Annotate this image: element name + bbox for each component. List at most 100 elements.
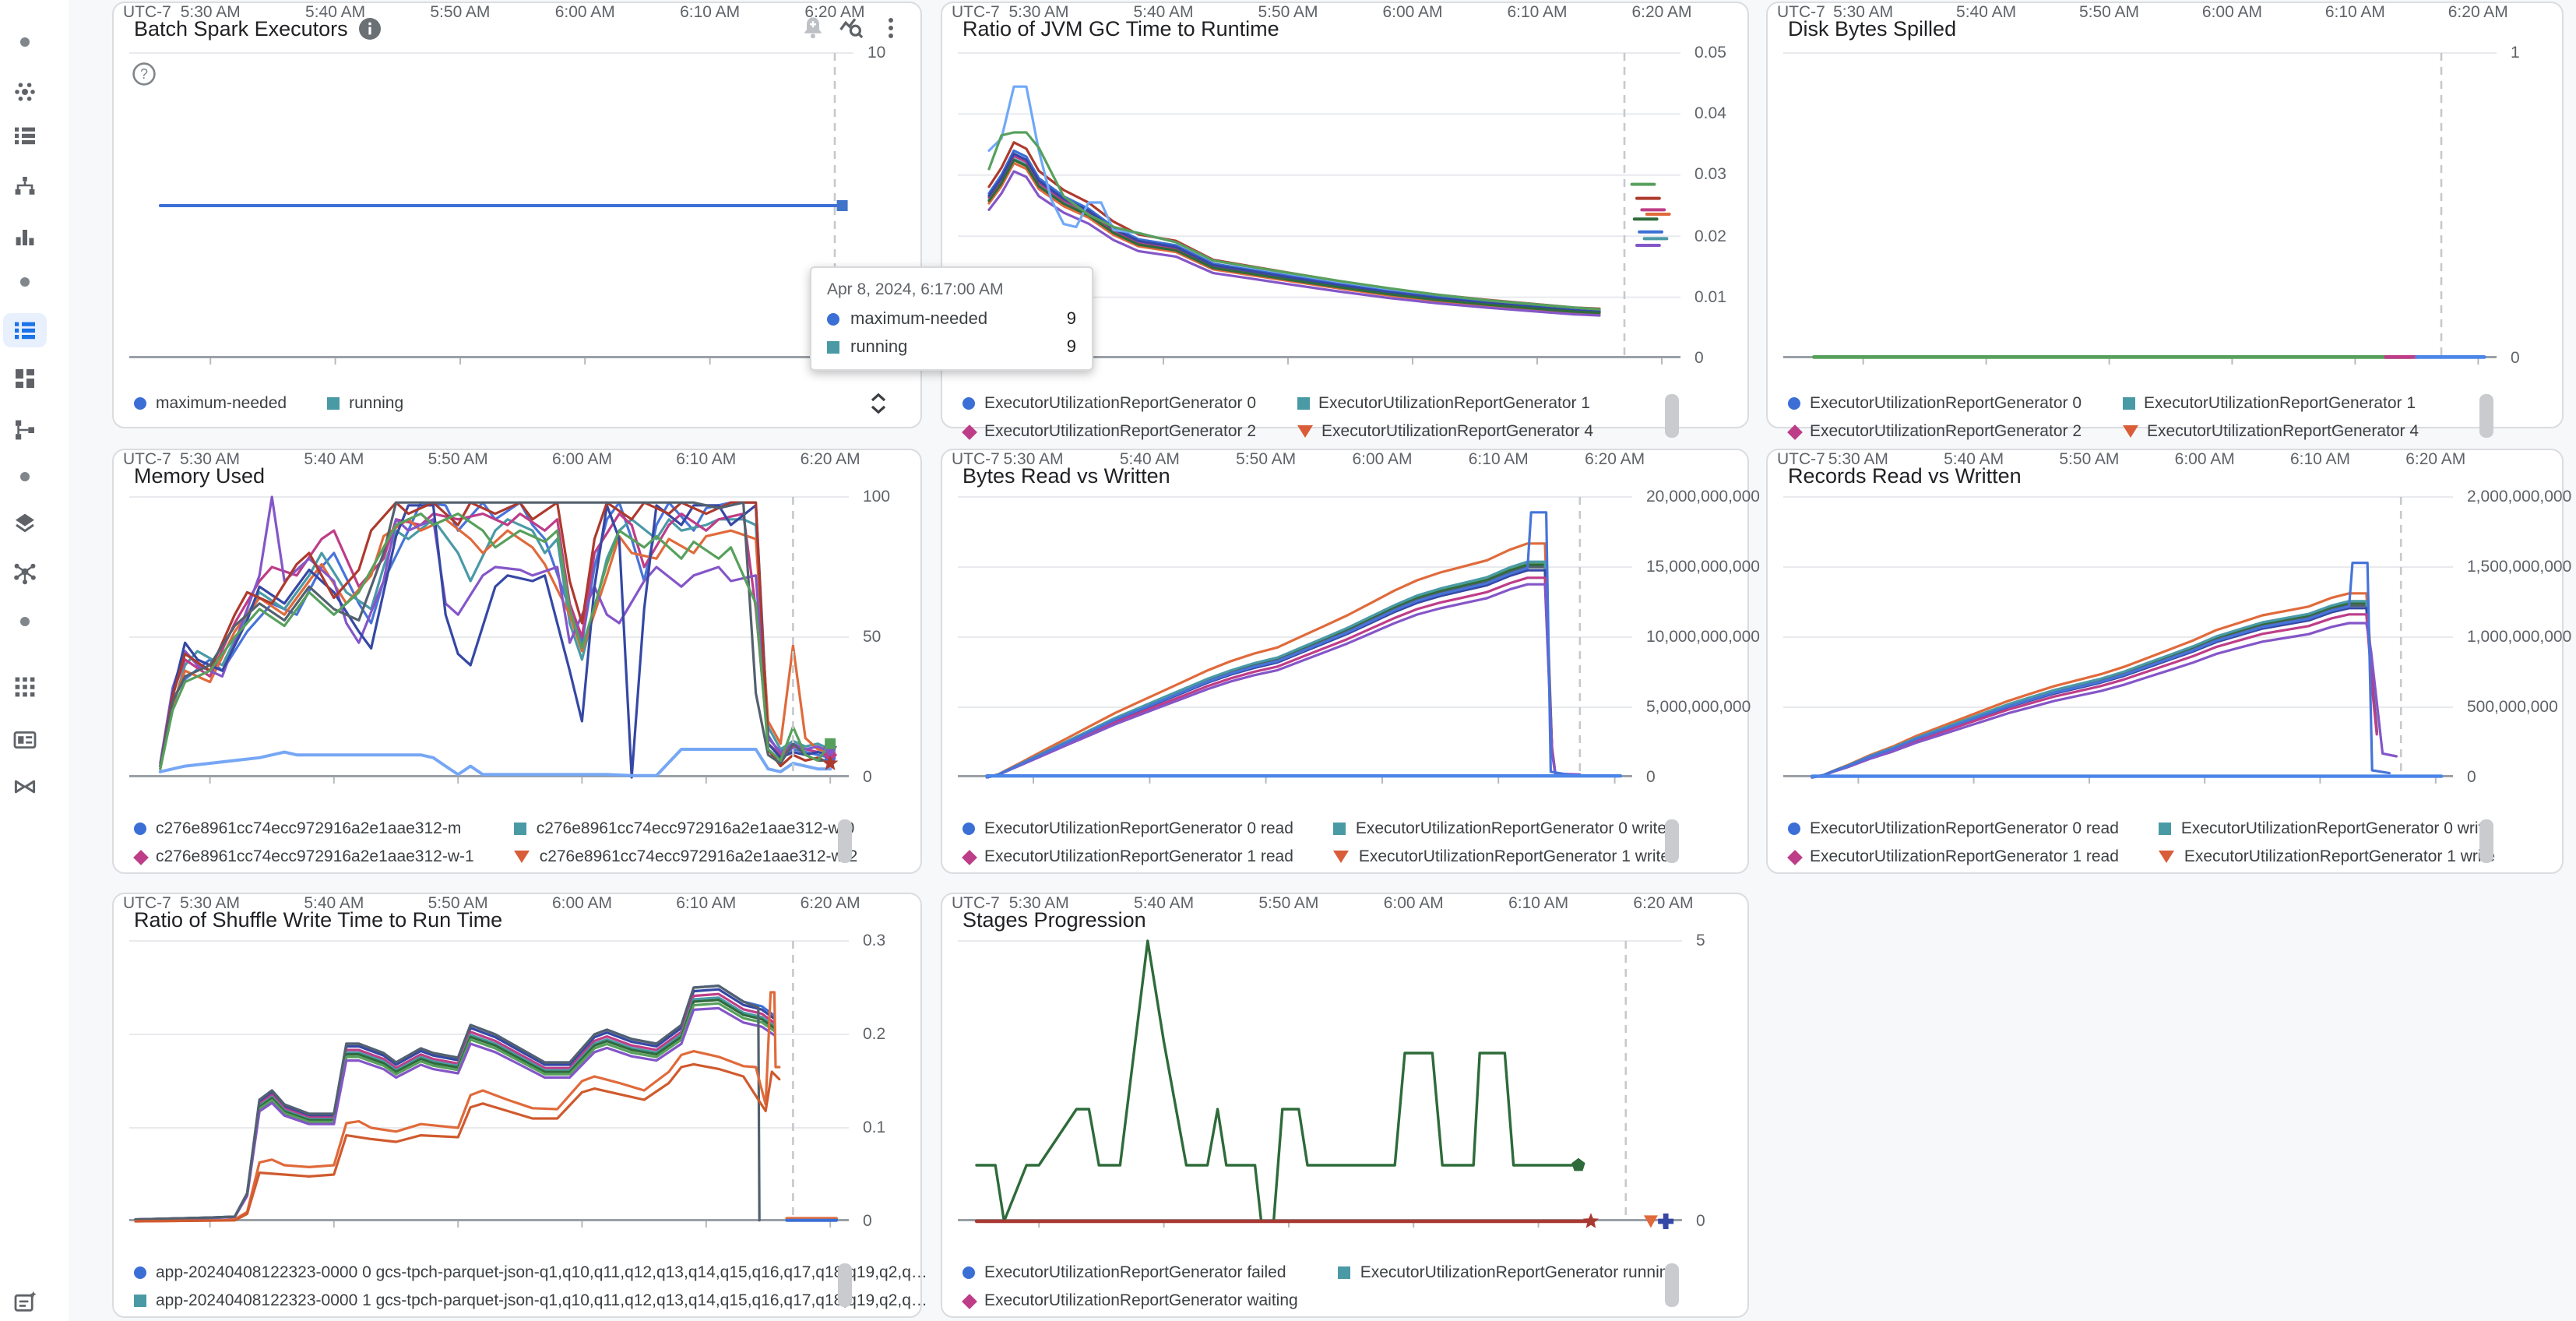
legend-item[interactable]: ExecutorUtilizationReportGenerator 4 xyxy=(1297,422,1593,441)
legend-item[interactable]: ExecutorUtilizationReportGenerator 1 xyxy=(2122,394,2419,413)
x-axis-label: 6:10 AM xyxy=(680,3,741,22)
legend-label: app-20240408122323-0000 1 gcs-tpch-parqu… xyxy=(156,1291,927,1310)
legend-item[interactable]: c276e8961cc74ecc972916a2e1aae312-w-2 xyxy=(514,847,857,866)
legend-item[interactable]: ExecutorUtilizationReportGenerator 0 xyxy=(1788,394,2082,413)
legend-item[interactable]: c276e8961cc74ecc972916a2e1aae312-w-0 xyxy=(514,819,858,838)
nav-dot-icon[interactable] xyxy=(20,472,30,481)
legend-item[interactable]: running xyxy=(327,394,403,413)
chart-plot-area[interactable] xyxy=(129,495,849,784)
legend-item[interactable]: ExecutorUtilizationReportGenerator 0 wri… xyxy=(2159,819,2495,838)
list-icon[interactable] xyxy=(12,123,37,148)
series-swatch xyxy=(133,849,149,865)
x-axis-label: 6:00 AM xyxy=(554,3,615,22)
add-alert-icon[interactable] xyxy=(799,14,827,42)
info-icon[interactable] xyxy=(359,16,382,40)
x-axis-label: 5:50 AM xyxy=(428,894,488,913)
explore-metrics-icon[interactable] xyxy=(838,14,866,42)
legend-item[interactable]: ExecutorUtilizationReportGenerator 0 rea… xyxy=(1788,819,2119,838)
x-axis-label: 5:50 AM xyxy=(2059,450,2120,469)
panel-title: Bytes Read vs Written xyxy=(962,463,1170,487)
legend-item[interactable]: c276e8961cc74ecc972916a2e1aae312-w-1 xyxy=(133,847,474,866)
layers-icon[interactable] xyxy=(12,511,37,536)
legend-scrollbar[interactable] xyxy=(2479,819,2493,863)
x-axis-label: 6:10 AM xyxy=(2324,3,2385,22)
nav-dot-icon[interactable] xyxy=(20,617,30,626)
legend-item[interactable]: ExecutorUtilizationReportGenerator 2 xyxy=(962,422,1256,441)
y-axis-label: 0.04 xyxy=(1694,104,1726,124)
bar-chart-icon[interactable] xyxy=(12,224,37,249)
legend-scrollbar[interactable] xyxy=(838,819,852,863)
more-vert-icon[interactable] xyxy=(877,14,905,42)
legend-scrollbar[interactable] xyxy=(1665,394,1679,438)
x-axis-label: 6:00 AM xyxy=(1352,450,1413,469)
legend-item[interactable]: app-20240408122323-0000 1 gcs-tpch-parqu… xyxy=(134,1291,927,1310)
series-swatch xyxy=(962,849,977,865)
cluster-icon[interactable] xyxy=(12,79,37,104)
y-axis-label: 10,000,000,000 xyxy=(1646,628,1760,646)
tree-icon[interactable] xyxy=(12,174,37,199)
schema-icon[interactable] xyxy=(12,417,37,442)
legend-scrollbar[interactable] xyxy=(1665,1263,1679,1307)
chart-plot-area[interactable] xyxy=(958,939,1682,1229)
compose-note-icon[interactable] xyxy=(12,1290,37,1315)
legend-label: c276e8961cc74ecc972916a2e1aae312-m xyxy=(156,819,462,838)
sidebar-item-monitoring-selected[interactable] xyxy=(3,313,47,347)
bookmark-bowtie-icon[interactable] xyxy=(12,774,37,799)
timezone-label: UTC-7 xyxy=(123,450,171,469)
dashboard-blocks-icon[interactable] xyxy=(12,366,37,391)
legend-item[interactable]: ExecutorUtilizationReportGenerator runni… xyxy=(1338,1263,1677,1282)
y-axis-label: 5 xyxy=(1696,932,1705,950)
series-swatch xyxy=(514,851,530,863)
y-axis-label: 1,000,000,000 xyxy=(2467,628,2572,646)
chart-plot-area[interactable] xyxy=(1783,496,2453,784)
chart-plot-area[interactable] xyxy=(129,52,853,365)
expand-chevron-icon[interactable] xyxy=(867,389,889,417)
apps-grid-icon[interactable] xyxy=(12,675,37,699)
legend-item[interactable]: ExecutorUtilizationReportGenerator 0 rea… xyxy=(962,819,1293,838)
nav-dot-icon[interactable] xyxy=(20,37,30,47)
legend-scrollbar[interactable] xyxy=(838,1263,852,1307)
card-icon[interactable] xyxy=(12,727,37,752)
series-swatch xyxy=(827,313,839,326)
x-axis-label: 5:50 AM xyxy=(428,450,488,469)
chart-plot-area[interactable] xyxy=(958,496,1632,784)
legend-item[interactable]: ExecutorUtilizationReportGenerator waiti… xyxy=(962,1291,1298,1310)
y-axis-label: 0.02 xyxy=(1694,227,1726,246)
legend-item[interactable]: ExecutorUtilizationReportGenerator 1 wri… xyxy=(2159,847,2495,866)
hub-icon[interactable] xyxy=(12,561,37,586)
tooltip-series-value: 9 xyxy=(1066,338,1076,357)
chart-legend: maximum-needed running xyxy=(134,394,836,413)
legend-scrollbar[interactable] xyxy=(2479,394,2493,438)
x-axis-label: 6:00 AM xyxy=(1382,3,1443,22)
legend-item[interactable]: ExecutorUtilizationReportGenerator 1 rea… xyxy=(962,847,1293,866)
legend-item[interactable]: ExecutorUtilizationReportGenerator 1 rea… xyxy=(1787,847,2119,866)
legend-item[interactable]: app-20240408122323-0000 0 gcs-tpch-parqu… xyxy=(134,1263,927,1282)
legend-item[interactable]: c276e8961cc74ecc972916a2e1aae312-m xyxy=(134,819,474,838)
chart-legend: app-20240408122323-0000 0 gcs-tpch-parqu… xyxy=(134,1263,927,1310)
timezone-label: UTC-7 xyxy=(952,450,1000,469)
x-axis-label: 5:50 AM xyxy=(430,3,491,22)
nav-dot-icon[interactable] xyxy=(20,277,30,287)
help-icon[interactable]: ? xyxy=(132,62,156,86)
y-axis-label: 500,000,000 xyxy=(2467,698,2558,717)
chart-legend: ExecutorUtilizationReportGenerator 0 rea… xyxy=(962,819,1670,866)
legend-item[interactable]: ExecutorUtilizationReportGenerator faile… xyxy=(962,1263,1298,1282)
legend-item[interactable]: ExecutorUtilizationReportGenerator 0 wri… xyxy=(1333,819,1670,838)
y-axis-label: 20,000,000,000 xyxy=(1646,488,1760,506)
legend-scrollbar[interactable] xyxy=(1665,819,1679,863)
x-axis-label: 5:40 AM xyxy=(1134,894,1195,913)
x-axis-label: 6:00 AM xyxy=(551,894,612,913)
tooltip-series-label: maximum-needed xyxy=(850,310,988,329)
legend-item[interactable]: ExecutorUtilizationReportGenerator 0 xyxy=(962,394,1256,413)
chart-plot-area[interactable] xyxy=(1783,52,2497,365)
legend-item[interactable]: ExecutorUtilizationReportGenerator 1 wri… xyxy=(1333,847,1670,866)
legend-item[interactable]: maximum-needed xyxy=(134,394,287,413)
legend-label: maximum-needed xyxy=(156,394,287,413)
x-axis-label: 5:40 AM xyxy=(1133,3,1194,22)
legend-item[interactable]: ExecutorUtilizationReportGenerator 2 xyxy=(1787,422,2082,441)
legend-item[interactable]: ExecutorUtilizationReportGenerator 4 xyxy=(2122,422,2419,441)
timezone-label: UTC-7 xyxy=(1777,450,1825,469)
chart-plot-area[interactable] xyxy=(129,940,849,1228)
legend-item[interactable]: ExecutorUtilizationReportGenerator 1 xyxy=(1297,394,1593,413)
x-axis-label: 6:10 AM xyxy=(2289,450,2350,469)
